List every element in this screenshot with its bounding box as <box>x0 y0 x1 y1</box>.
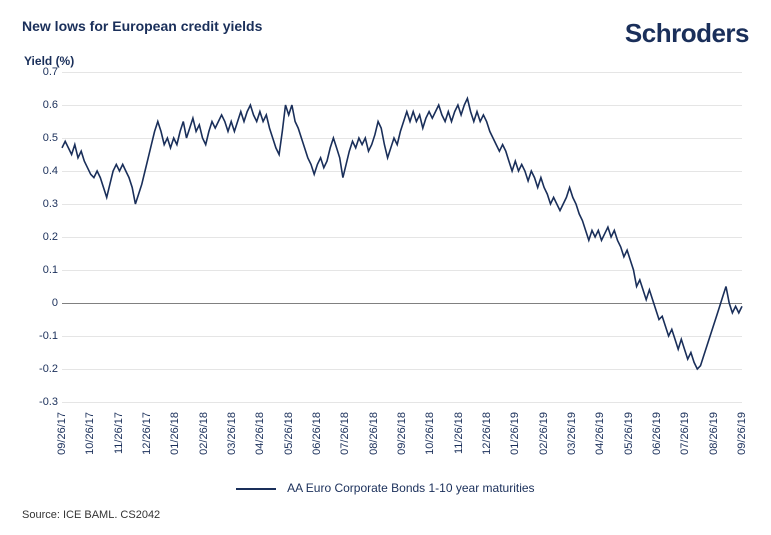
plot-area <box>62 72 742 402</box>
x-tick-label: 06/26/19 <box>651 412 663 455</box>
x-tick-label: 10/26/18 <box>424 412 436 455</box>
y-tick-label: 0.7 <box>22 66 58 78</box>
x-tick-label: 11/26/17 <box>113 412 125 454</box>
x-tick-label: 03/26/18 <box>226 412 238 455</box>
x-tick-label: 05/26/18 <box>283 412 295 455</box>
y-tick-label: 0.2 <box>22 231 58 243</box>
y-tick-label: 0.4 <box>22 165 58 177</box>
brand-logo: Schroders <box>625 18 749 49</box>
x-tick-label: 02/26/18 <box>198 412 210 455</box>
x-tick-label: 10/26/17 <box>84 412 96 455</box>
legend-swatch <box>236 488 276 490</box>
x-tick-label: 01/26/18 <box>169 412 181 455</box>
series-line <box>62 98 742 369</box>
chart-title: New lows for European credit yields <box>22 18 262 34</box>
x-tick-label: 04/26/18 <box>254 412 266 455</box>
x-tick-label: 06/26/18 <box>311 412 323 455</box>
y-tick-label: -0.3 <box>22 396 58 408</box>
legend: AA Euro Corporate Bonds 1-10 year maturi… <box>0 481 771 495</box>
source-text: Source: ICE BAML. CS2042 <box>22 509 160 521</box>
y-tick-label: 0 <box>22 297 58 309</box>
x-tick-label: 09/26/19 <box>736 412 748 455</box>
x-tick-label: 11/26/18 <box>453 412 465 454</box>
y-tick-label: -0.2 <box>22 363 58 375</box>
x-tick-label: 12/26/18 <box>481 412 493 455</box>
x-tick-label: 09/26/18 <box>396 412 408 455</box>
x-tick-label: 08/26/19 <box>708 412 720 455</box>
x-tick-label: 03/26/19 <box>566 412 578 455</box>
x-tick-label: 01/26/19 <box>509 412 521 455</box>
y-tick-label: 0.3 <box>22 198 58 210</box>
x-tick-label: 07/26/19 <box>679 412 691 455</box>
x-tick-label: 04/26/19 <box>594 412 606 455</box>
y-tick-label: 0.1 <box>22 264 58 276</box>
x-tick-label: 09/26/17 <box>56 412 68 455</box>
gridline <box>62 402 742 403</box>
y-tick-label: 0.5 <box>22 132 58 144</box>
x-tick-label: 07/26/18 <box>339 412 351 455</box>
x-tick-label: 08/26/18 <box>368 412 380 455</box>
x-tick-label: 12/26/17 <box>141 412 153 455</box>
y-tick-label: 0.6 <box>22 99 58 111</box>
chart-area: -0.3-0.2-0.100.10.20.30.40.50.60.7 09/26… <box>22 72 742 472</box>
x-tick-label: 02/26/19 <box>538 412 550 455</box>
y-tick-label: -0.1 <box>22 330 58 342</box>
legend-label: AA Euro Corporate Bonds 1-10 year maturi… <box>287 481 534 495</box>
x-tick-label: 05/26/19 <box>623 412 635 455</box>
line-series <box>62 72 742 402</box>
